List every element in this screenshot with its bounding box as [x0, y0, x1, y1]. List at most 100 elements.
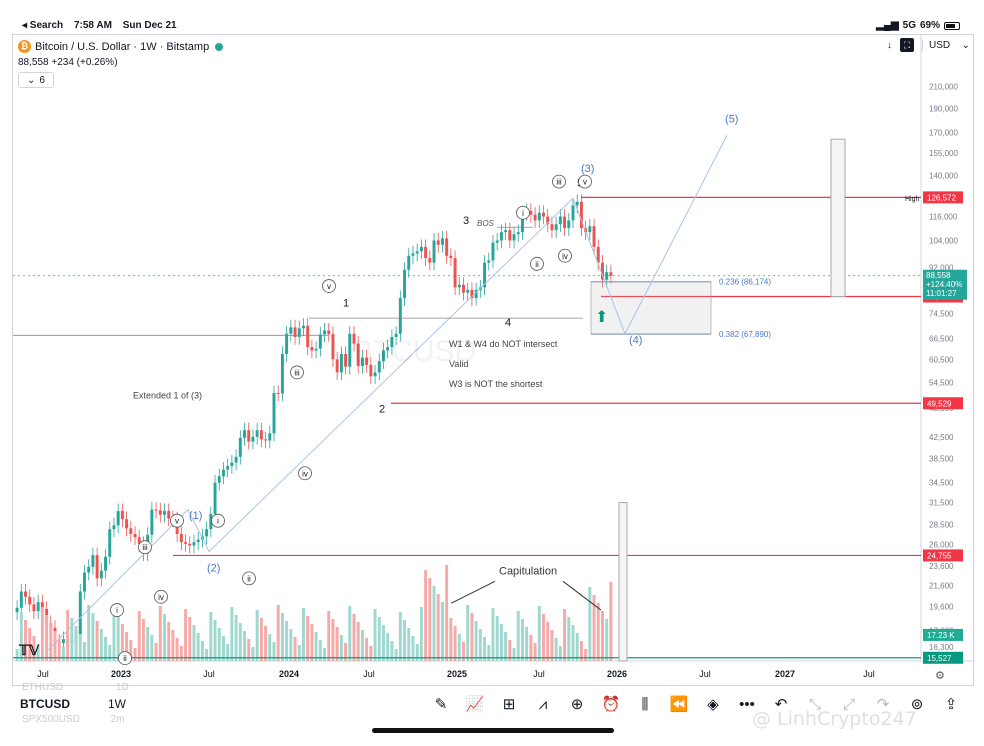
- volume-bar: [390, 641, 394, 661]
- fullscreen-button[interactable]: ⛶: [900, 38, 914, 52]
- templates-icon[interactable]: ⊞: [502, 696, 516, 713]
- y-tick-label: 210,000: [929, 82, 958, 91]
- y-tick-label: 31,500: [929, 499, 954, 508]
- volume-bar: [470, 613, 474, 661]
- candle-body: [289, 327, 293, 334]
- collapse-icon[interactable]: ⤡: [808, 695, 821, 713]
- candle-body: [24, 591, 28, 597]
- wave-label-circle: [110, 603, 124, 617]
- volume-bar: [234, 615, 238, 661]
- price-tag-bg: [923, 628, 963, 641]
- add-icon[interactable]: ⊕: [570, 696, 584, 713]
- candle-body: [293, 327, 297, 337]
- candle-body: [499, 232, 503, 241]
- candle-body: [546, 216, 550, 225]
- volume-bar: [57, 639, 61, 661]
- wave-validation-note: W3 is NOT the shortest: [449, 379, 543, 389]
- volume-bar: [596, 603, 600, 661]
- volume-bar: [264, 626, 268, 661]
- timeframe-selector[interactable]: 1W: [108, 697, 126, 711]
- volume-bar: [466, 605, 470, 661]
- wave-label-circle: [552, 174, 566, 189]
- candle-body: [436, 240, 440, 245]
- high-label: High: [905, 196, 920, 203]
- candle-body: [356, 343, 360, 366]
- indicators-icon[interactable]: 📈: [465, 696, 485, 713]
- candle-body: [268, 433, 272, 441]
- candle-body: [19, 591, 23, 608]
- pen-icon[interactable]: ✎: [434, 696, 448, 713]
- candle-body: [297, 328, 301, 337]
- volume-bar: [32, 636, 36, 661]
- more-icon[interactable]: •••: [739, 695, 755, 713]
- expand-icon[interactable]: ⤢: [842, 695, 855, 713]
- volume-bar: [352, 614, 356, 661]
- candle-body: [495, 240, 499, 243]
- volume-bar: [403, 620, 407, 661]
- candle-body: [563, 216, 567, 229]
- candle-body: [579, 201, 583, 229]
- wave-validation-note: Valid: [449, 359, 468, 369]
- y-tick-label: 190,000: [929, 104, 958, 113]
- y-tick-label: 170,000: [929, 129, 958, 138]
- price-chart-svg[interactable]: 210,000 190,000 170,000 155,000 140,000 116,0…: [13, 35, 975, 687]
- x-tick-label: Jul: [699, 669, 711, 679]
- candle-body: [217, 476, 221, 483]
- candle-body: [137, 537, 141, 544]
- candle-body: [575, 201, 579, 206]
- bos-label: BOS: [477, 219, 495, 228]
- wave-label-circle: [211, 513, 225, 528]
- volume-bar: [609, 582, 613, 661]
- volume-bar: [40, 607, 44, 661]
- candle-body: [394, 333, 398, 337]
- target-icon[interactable]: ⊚: [910, 696, 924, 713]
- volume-bar: [588, 587, 592, 661]
- back-to-search-link[interactable]: ◂ Search: [22, 20, 64, 31]
- trend-icon[interactable]: ⩘: [538, 695, 548, 713]
- volume-bar: [53, 631, 57, 661]
- volume-bar: [432, 586, 436, 661]
- x-tick-label: Jul: [363, 669, 375, 679]
- volume-bar: [478, 629, 482, 661]
- symbol-title[interactable]: Bitcoin / U.S. Dollar · 1W · Bitstamp: [35, 40, 210, 53]
- candle-body: [424, 246, 428, 259]
- volume-bar: [83, 642, 86, 661]
- volume-bar: [226, 644, 230, 661]
- volume-bar: [445, 565, 449, 661]
- wave-label-minor: v: [583, 178, 587, 187]
- home-indicator[interactable]: [372, 728, 614, 733]
- currency-select[interactable]: USD ⌄: [922, 39, 970, 51]
- capitulation-label: Capitulation: [499, 565, 557, 577]
- candles-icon[interactable]: ⫼: [641, 695, 649, 713]
- candle-body: [600, 262, 604, 280]
- candle-body: [251, 436, 255, 442]
- candle-body: [386, 347, 390, 351]
- volume-bar: [516, 611, 520, 661]
- download-arrow-icon[interactable]: ↓: [887, 39, 892, 51]
- alert-icon[interactable]: ⏰: [601, 696, 621, 713]
- volume-bar: [179, 646, 183, 661]
- chart-area[interactable]: 210,000 190,000 170,000 155,000 140,000 116,0…: [12, 34, 975, 687]
- share-icon[interactable]: ⇪: [944, 696, 958, 713]
- candle-body: [83, 572, 86, 592]
- volume-bar: [487, 645, 491, 661]
- wave-label-major-4: (4): [629, 335, 642, 347]
- volume-bar: [125, 632, 129, 661]
- candle-body: [592, 226, 596, 247]
- market-open-icon: [215, 42, 224, 51]
- redo-icon[interactable]: ↷: [876, 696, 890, 713]
- volume-bar: [280, 613, 284, 661]
- candle-body: [243, 430, 246, 438]
- wave-label-major-3: (3): [581, 163, 594, 175]
- indicators-collapse-button[interactable]: ⌄ 6: [18, 72, 54, 88]
- layers-icon[interactable]: ◈: [707, 696, 719, 713]
- undo-icon[interactable]: ↶: [774, 696, 788, 713]
- volume-bar: [45, 615, 49, 661]
- symbol-selector[interactable]: BTCUSD: [20, 697, 70, 711]
- candle-body: [474, 289, 478, 299]
- volume-bar: [457, 634, 461, 661]
- candle-body: [609, 272, 613, 276]
- volume-bar: [112, 608, 116, 661]
- candle-body: [285, 333, 289, 354]
- replay-icon[interactable]: ⏪: [669, 696, 689, 713]
